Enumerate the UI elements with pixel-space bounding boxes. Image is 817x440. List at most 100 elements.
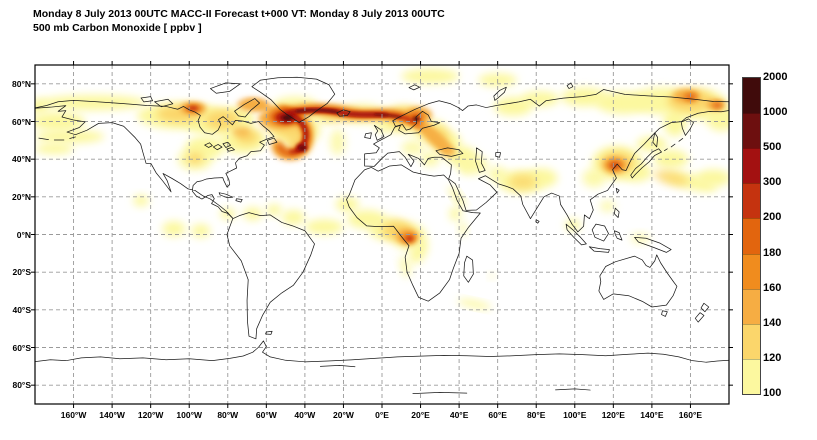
colorbar-tick-label: 300 xyxy=(763,176,782,189)
colorbar-labels: 2000 1000 500 300 200 180 160 140 120 100 xyxy=(763,71,803,399)
lon-tick-label: 20°W xyxy=(332,410,354,420)
lon-tick-label: 60°E xyxy=(488,410,507,420)
coast-north-america xyxy=(33,100,274,218)
co-plume xyxy=(266,204,282,216)
co-plume xyxy=(162,221,186,237)
chart-title: Monday 8 July 2013 00UTC MACC-II Forecas… xyxy=(33,8,445,20)
lat-tick-label: 20°S xyxy=(12,267,31,278)
world-map: 80°N 60°N 40°N 20°N 0°N 20°S 40°S 60°S 80°S 160°W… xyxy=(12,61,733,420)
axis-ticks xyxy=(31,61,733,408)
colorbar-segment xyxy=(743,288,760,324)
colorbar-segment xyxy=(743,148,760,184)
co-plume xyxy=(488,273,495,279)
co-plume xyxy=(133,194,149,207)
colorbar-segment xyxy=(743,218,760,254)
colorbar-tick-label: 2000 xyxy=(763,71,788,83)
co-plume xyxy=(191,224,211,238)
lat-tick-label: 20°N xyxy=(12,191,31,202)
coast-arctic-islands xyxy=(141,83,277,145)
colorbar-tick-label: 200 xyxy=(763,211,782,224)
colorbar-tick-label: 1000 xyxy=(763,106,788,119)
co-plume xyxy=(457,299,492,310)
coast-inland-seas xyxy=(205,142,501,172)
co-plume xyxy=(654,170,689,186)
coast-antarctica xyxy=(35,341,729,394)
co-plume xyxy=(449,206,462,222)
graticule xyxy=(35,65,729,404)
co-plume xyxy=(712,102,723,109)
colorbar-tick-label: 140 xyxy=(763,316,782,329)
co-plume xyxy=(35,112,86,131)
lat-tick-label: 0°N xyxy=(16,229,31,240)
co-plume xyxy=(232,127,250,137)
co-plume-ribbon xyxy=(418,120,456,156)
co-plume xyxy=(406,236,413,242)
coast-south-america xyxy=(227,213,315,339)
lat-tick-label: 40°N xyxy=(12,154,31,165)
co-plume xyxy=(401,68,460,84)
lon-tick-label: 140°W xyxy=(99,410,125,420)
coast-iceland-svalbard xyxy=(337,83,573,116)
colorbar-segment xyxy=(743,78,760,114)
colorbar xyxy=(742,77,761,395)
lat-tick-label: 60°N xyxy=(12,116,31,127)
lon-tick-label: 20°E xyxy=(411,410,430,420)
lon-tick-label: 80°E xyxy=(526,410,546,420)
colorbar-tick-label: 180 xyxy=(763,246,782,259)
lon-tick-label: 160°W xyxy=(60,410,87,420)
lon-tick-label: 0°E xyxy=(375,410,389,420)
coastline-layer xyxy=(33,77,731,393)
co-plume xyxy=(599,200,616,212)
coast-indonesia-oceania xyxy=(566,224,671,252)
colorbar-tick-label: 500 xyxy=(763,141,782,154)
lon-tick-label: 40°W xyxy=(294,410,316,420)
co-plume xyxy=(204,110,240,130)
colorbar-segment xyxy=(743,323,760,359)
lon-tick-label: 40°E xyxy=(449,410,469,420)
lon-tick-label: 140°E xyxy=(640,410,664,420)
co-plume xyxy=(38,95,147,111)
lon-tick-label: 120°W xyxy=(137,410,164,420)
co-plume xyxy=(284,116,291,120)
co-plume xyxy=(488,166,508,182)
lat-tick-label: 80°N xyxy=(12,78,31,89)
co-plume xyxy=(520,91,560,107)
co-plume xyxy=(335,196,359,212)
co-plume xyxy=(187,152,203,164)
co-plume xyxy=(509,174,537,190)
colorbar-tick-label: 120 xyxy=(763,351,782,364)
lon-tick-label: 100°W xyxy=(176,410,203,420)
colorbar-tick-label: 100 xyxy=(763,387,782,399)
co-plume xyxy=(298,145,306,151)
coast-eurasia xyxy=(365,89,731,231)
colorbar-segment xyxy=(743,358,760,394)
co-plume xyxy=(582,168,606,188)
co-plume xyxy=(561,87,608,107)
colorbar-tick-label: 160 xyxy=(763,281,782,294)
coast-caribbean xyxy=(219,193,539,224)
lat-tick-label: 60°S xyxy=(12,342,31,353)
co-plume xyxy=(35,98,49,114)
coast-british-isles xyxy=(365,125,384,140)
co-plume xyxy=(281,210,305,226)
co-plume xyxy=(329,129,346,156)
co-plume xyxy=(409,239,428,264)
co-plume xyxy=(188,106,198,111)
coast-australia-nz xyxy=(599,255,709,322)
chart-subtitle: 500 mb Carbon Monoxide [ ppbv ] xyxy=(33,22,202,34)
lat-tick-label: 80°S xyxy=(12,380,31,391)
co-plume xyxy=(653,149,689,169)
lon-tick-label: 160°E xyxy=(678,410,703,420)
colorbar-segment xyxy=(743,113,760,149)
plume-layer xyxy=(35,68,729,310)
colorbar-segment xyxy=(743,253,760,289)
lon-tick-label: 120°E xyxy=(601,410,625,420)
co-plume xyxy=(304,219,344,235)
coast-east-asia-islands xyxy=(39,133,683,218)
co-plume-ribbon xyxy=(374,113,402,119)
lon-tick-label: 80°W xyxy=(217,410,239,420)
colorbar-segment xyxy=(743,183,760,219)
co-plume xyxy=(401,140,425,156)
map-canvas xyxy=(31,61,733,408)
